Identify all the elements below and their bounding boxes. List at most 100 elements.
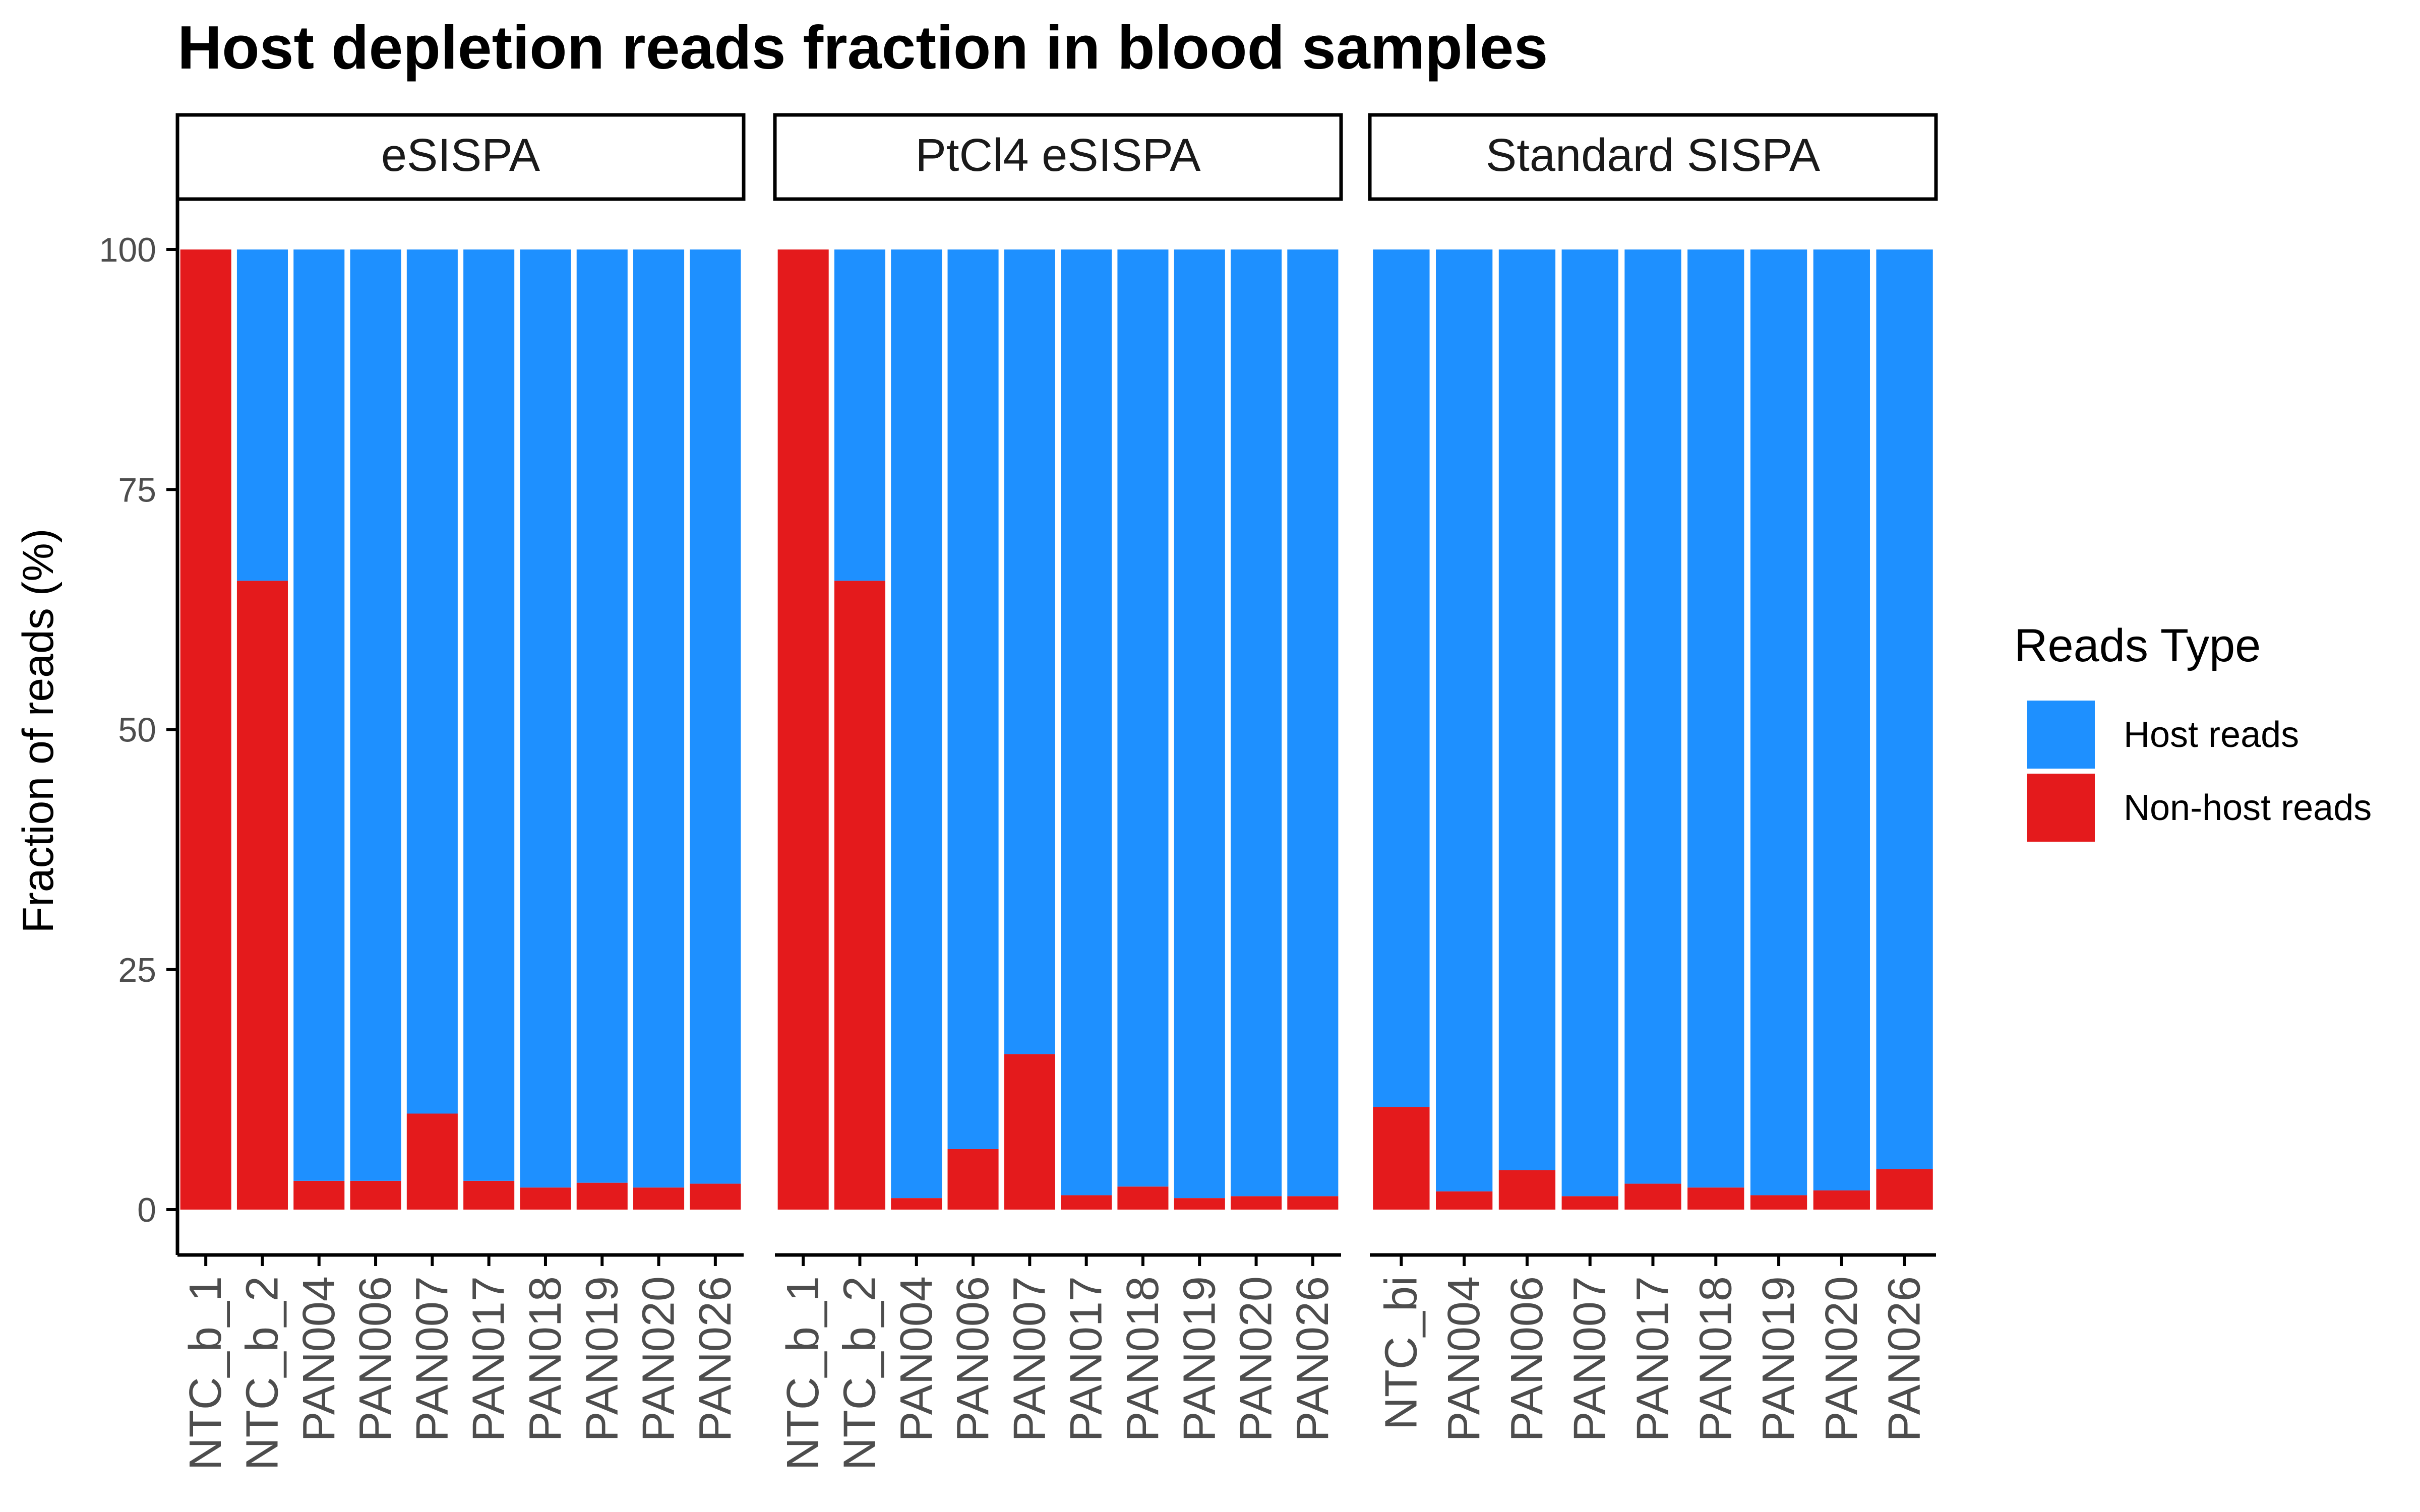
bar-host-reads (1561, 249, 1618, 1196)
bar-host-reads (236, 249, 288, 581)
bar-host-reads (463, 249, 515, 1181)
x-tick-label: PAN006 (350, 1276, 401, 1442)
legend-label: Non-host reads (2124, 788, 2372, 828)
x-tick-label: NTC_bi (1376, 1276, 1426, 1430)
x-tick-label: PAN006 (1502, 1276, 1552, 1442)
facet-strip-label: eSISPA (381, 130, 540, 181)
y-tick-label: 25 (118, 951, 156, 989)
x-tick-label: PAN020 (634, 1276, 684, 1442)
bar-nonhost-reads (180, 249, 231, 1210)
bar-nonhost-reads (1174, 1198, 1225, 1210)
facet-strip-label: PtCl4 eSISPA (916, 130, 1201, 181)
y-tick-label: 0 (137, 1191, 156, 1229)
bar-host-reads (1498, 249, 1556, 1170)
facet-strip (175, 113, 746, 201)
bar-host-reads (834, 249, 885, 581)
bar-host-reads (520, 249, 571, 1188)
x-tick-label: PAN018 (520, 1276, 571, 1442)
bar-host-reads (947, 249, 999, 1149)
bar-host-reads (1117, 249, 1169, 1187)
bar-nonhost-reads (406, 1113, 458, 1210)
bar-nonhost-reads (350, 1180, 401, 1210)
legend-swatch (2027, 701, 2095, 769)
bar-host-reads (1373, 249, 1430, 1107)
bar-host-reads (350, 249, 401, 1181)
x-tick-label: PAN004 (891, 1276, 942, 1442)
bar-nonhost-reads (1813, 1190, 1870, 1210)
bar-nonhost-reads (520, 1187, 571, 1210)
bar-nonhost-reads (1624, 1183, 1681, 1210)
x-tick-label: NTC_b_1 (778, 1276, 828, 1470)
bar-nonhost-reads (1561, 1196, 1618, 1210)
bar-host-reads (1174, 249, 1225, 1199)
bar-host-reads (690, 249, 741, 1184)
bar-nonhost-reads (1287, 1196, 1339, 1210)
x-tick-label: PAN019 (1753, 1276, 1804, 1442)
bar-host-reads (576, 249, 628, 1183)
bar-nonhost-reads (1373, 1107, 1430, 1210)
bar-nonhost-reads (1750, 1195, 1807, 1210)
bar-nonhost-reads (1436, 1191, 1493, 1210)
bar-nonhost-reads (834, 581, 885, 1210)
bar-nonhost-reads (293, 1180, 345, 1210)
bar-host-reads (1750, 249, 1807, 1195)
facet-panel: Standard SISPA NTC_bi PAN004 PAN006 PAN007 PA… (1368, 113, 1938, 1442)
bar-host-reads (1231, 249, 1282, 1196)
bar-nonhost-reads (891, 1198, 942, 1210)
x-tick-label: PAN019 (1174, 1276, 1225, 1442)
bar-host-reads (1813, 249, 1870, 1190)
x-tick-label: PAN006 (948, 1276, 998, 1442)
facet-strip-label: Standard SISPA (1486, 130, 1821, 181)
bar-host-reads (1287, 249, 1339, 1196)
facet-strip (773, 113, 1343, 201)
x-tick-label: PAN007 (407, 1276, 457, 1442)
x-tick-label: PAN018 (1118, 1276, 1168, 1442)
bar-nonhost-reads (236, 581, 288, 1210)
y-axis: 0 25 50 75 100 (99, 201, 179, 1255)
legend-swatch (2027, 774, 2095, 842)
x-tick-label: PAN007 (1004, 1276, 1055, 1442)
bar-host-reads (1876, 249, 1933, 1169)
x-tick-label: PAN026 (690, 1276, 741, 1442)
bar-nonhost-reads (777, 249, 829, 1210)
x-tick-label: PAN020 (1231, 1276, 1282, 1442)
y-tick-label: 75 (118, 471, 156, 509)
x-tick-label: NTC_b_2 (237, 1276, 287, 1470)
facet-strip (1368, 113, 1938, 201)
bar-host-reads (633, 249, 685, 1188)
x-tick-label: PAN007 (1565, 1276, 1615, 1442)
x-tick-label: PAN004 (294, 1276, 344, 1442)
y-tick-label: 50 (118, 711, 156, 749)
bar-host-reads (1436, 249, 1493, 1191)
bar-host-reads (1687, 249, 1744, 1188)
x-tick-label: PAN017 (464, 1276, 514, 1442)
bar-host-reads (1624, 249, 1681, 1184)
x-tick-label: PAN004 (1439, 1276, 1489, 1442)
bar-host-reads (1004, 249, 1055, 1054)
bar-nonhost-reads (1498, 1170, 1556, 1210)
bar-nonhost-reads (1004, 1054, 1055, 1210)
bar-nonhost-reads (690, 1183, 741, 1210)
x-tick-label: PAN026 (1880, 1276, 1930, 1442)
bar-nonhost-reads (1687, 1187, 1744, 1210)
bar-nonhost-reads (576, 1182, 628, 1210)
legend-title: Reads Type (2014, 620, 2261, 671)
x-tick-label: NTC_b_1 (180, 1276, 231, 1470)
bar-host-reads (1061, 249, 1112, 1195)
x-tick-label: PAN017 (1628, 1276, 1678, 1442)
legend: Reads Type Host reads Non-host reads (2014, 620, 2372, 842)
bar-host-reads (406, 249, 458, 1114)
y-tick-label: 100 (99, 231, 156, 269)
bar-nonhost-reads (1876, 1169, 1933, 1210)
bar-host-reads (293, 249, 345, 1181)
bar-nonhost-reads (463, 1180, 515, 1210)
chart-title: Host depletion reads fraction in blood s… (177, 13, 1548, 82)
x-tick-label: NTC_b_2 (834, 1276, 885, 1470)
bar-nonhost-reads (1061, 1195, 1112, 1210)
x-tick-label: PAN020 (1817, 1276, 1867, 1442)
bar-nonhost-reads (1231, 1196, 1282, 1210)
